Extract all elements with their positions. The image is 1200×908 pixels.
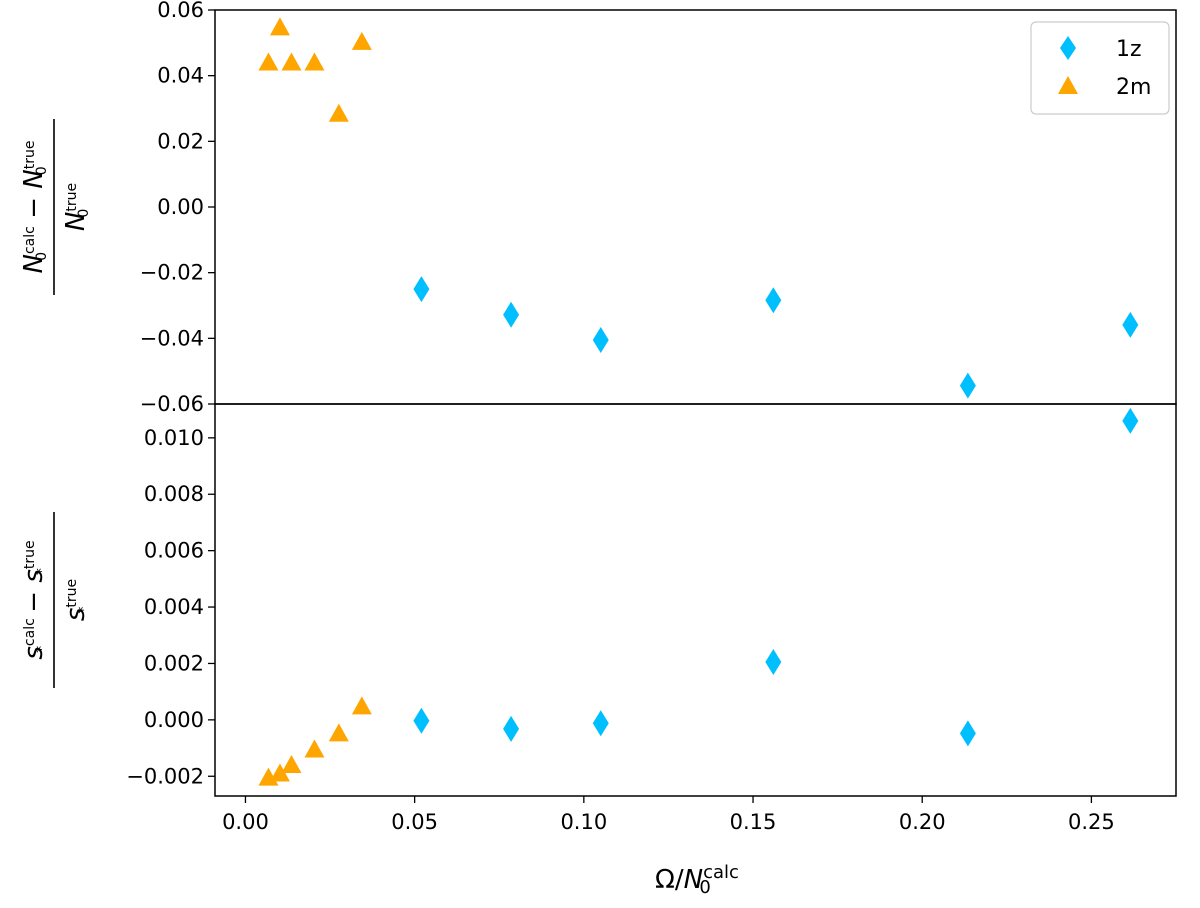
data-point-1z	[413, 276, 430, 303]
legend: 1z 2m	[1030, 21, 1170, 115]
data-point-2m	[351, 696, 372, 715]
y-tick-label: 0.004	[144, 595, 204, 619]
data-point-1z	[413, 707, 430, 734]
data-point-1z	[592, 326, 609, 353]
y-tick-label: −0.002	[126, 764, 204, 788]
bottom-panel: −0.002 0.000 0.002 0.004 0.006 0.008 0.010 0.00…	[126, 403, 1177, 834]
data-point-1z	[1122, 407, 1139, 434]
x-tick-label: 0.00	[222, 810, 269, 834]
x-tick-label: 0.10	[560, 810, 607, 834]
data-point-2m	[304, 739, 325, 758]
y-tick-label: 0.006	[144, 539, 204, 563]
data-point-1z	[503, 301, 520, 328]
data-point-1z	[959, 720, 976, 747]
top-panel: −0.06 −0.04 −0.02 0.00 0.02 0.04 0.06	[140, 0, 1177, 416]
y-tick-label: 0.002	[144, 651, 204, 675]
x-tick-label: 0.25	[1068, 810, 1115, 834]
data-point-1z	[765, 287, 782, 314]
y-tick-label: 0.06	[157, 0, 204, 22]
y-tick-label: 0.00	[157, 195, 204, 219]
y-tick-label: −0.02	[140, 261, 204, 285]
data-point-1z	[765, 649, 782, 676]
data-point-1z	[959, 372, 976, 399]
data-point-2m	[281, 754, 302, 773]
x-axis-label: Ω/Ncalc 0	[655, 862, 739, 898]
data-point-2m	[258, 52, 279, 71]
data-point-1z	[592, 710, 609, 737]
legend-label-1z: 1z	[1116, 37, 1142, 62]
legend-box	[1030, 21, 1170, 115]
data-point-2m	[269, 763, 290, 782]
data-point-2m	[328, 103, 349, 122]
axes-frame	[214, 403, 1177, 797]
top-ylabel: Ncalc0 − Ntrue0 Ntrue0	[19, 119, 92, 295]
top-ylabel-denominator: Ntrue0	[61, 183, 92, 231]
data-point-1z	[1122, 311, 1139, 338]
bottom-ylabel-numerator: scalc* − strue*	[19, 540, 50, 659]
data-point-2m	[328, 723, 349, 742]
legend-label-2m: 2m	[1116, 75, 1151, 100]
y-tick-label: −0.04	[140, 326, 204, 350]
y-tick-label: 0.02	[157, 129, 204, 153]
data-point-2m	[281, 52, 302, 71]
data-point-2m	[269, 17, 290, 36]
data-point-2m	[304, 52, 325, 71]
legend-marker-2m	[1058, 76, 1078, 94]
y-tick-label: 0.000	[144, 708, 204, 732]
y-tick-label: 0.04	[157, 64, 204, 88]
x-tick-label: 0.20	[899, 810, 946, 834]
y-tick-label: 0.008	[144, 482, 204, 506]
data-point-2m	[351, 31, 372, 50]
top-ylabel-numerator: Ncalc0 − Ntrue0	[19, 141, 50, 274]
y-tick-label: −0.06	[140, 392, 204, 416]
legend-marker-1z	[1060, 36, 1076, 60]
x-tick-label: 0.05	[391, 810, 438, 834]
bottom-ylabel: scalc* − strue* strue*	[19, 512, 92, 688]
axis-labels: Ncalc0 − Ntrue0 Ntrue0 scalc* − strue* s…	[19, 119, 739, 898]
x-tick-label: 0.15	[730, 810, 777, 834]
data-point-1z	[503, 715, 520, 742]
bottom-ylabel-denominator: strue*	[61, 579, 92, 621]
y-tick-label: 0.010	[144, 426, 204, 450]
